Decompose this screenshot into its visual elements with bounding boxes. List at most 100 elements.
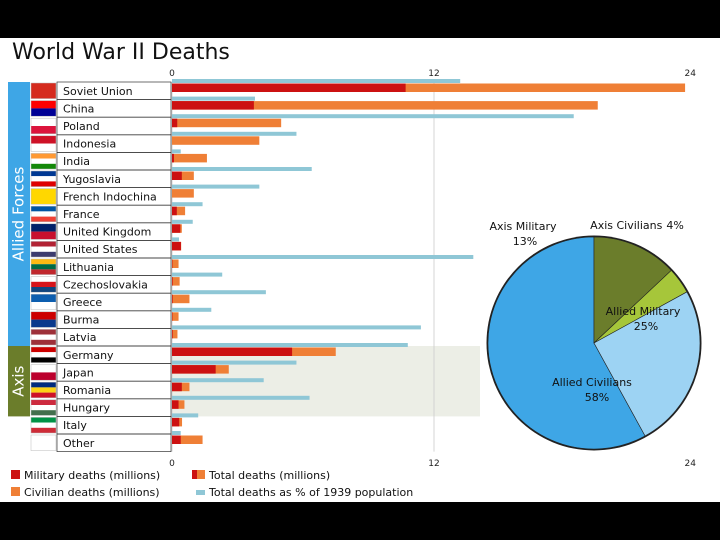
flag-icon: [30, 399, 57, 416]
group-label-0: Allied Forces: [10, 166, 28, 261]
flag-icon: [30, 293, 57, 311]
flag-stripe: [31, 294, 56, 302]
country-label: Hungary: [63, 402, 110, 415]
tick-label-top: 12: [428, 69, 439, 79]
country-label: India: [63, 155, 90, 168]
country-label: Germany: [63, 349, 114, 362]
bar-percent: [172, 184, 260, 189]
bars: [172, 79, 686, 444]
bar-total: [172, 171, 194, 180]
bar-military: [172, 224, 181, 233]
pie-label-value: 13%: [513, 235, 537, 248]
country-label: Greece: [63, 296, 102, 309]
flag-icon: [30, 381, 57, 399]
flag-stripe: [31, 231, 56, 240]
country-label: Japan: [62, 366, 94, 379]
flag-stripe: [31, 347, 56, 353]
pie-label-name: Axis Military: [489, 220, 557, 233]
country-label: Yugoslavia: [62, 173, 121, 186]
legend-label-civilian: Civilian deaths (millions): [24, 486, 160, 499]
flag-icon: [30, 364, 57, 381]
flag-icon: [30, 258, 57, 275]
bar-military: [172, 206, 177, 216]
flag-icon: [30, 205, 57, 223]
bar-military: [172, 400, 179, 409]
group-bands: Allied Forces Axis: [8, 82, 480, 417]
bar-percent: [172, 395, 310, 400]
flag-stripe: [31, 352, 56, 358]
bar-military: [172, 294, 173, 304]
bar-military: [172, 365, 216, 374]
flag-stripe: [31, 176, 56, 182]
legend: Military deaths (millions) Total deaths (…: [11, 469, 413, 499]
tick-label-top: 24: [685, 69, 697, 79]
bar-military: [172, 83, 406, 92]
bar-percent: [172, 413, 199, 418]
bar-total: [172, 277, 180, 286]
flag-stripe: [31, 417, 56, 423]
country-label: United States: [63, 243, 138, 256]
tick-label-bottom: 12: [428, 459, 439, 469]
flag-stripe: [31, 372, 56, 381]
pie-label-name: Allied Military: [606, 305, 681, 318]
flag-stripe: [31, 422, 56, 428]
flag-stripe: [31, 427, 56, 433]
bar-military: [172, 101, 254, 110]
bar-military: [172, 118, 178, 128]
flag-stripe: [31, 302, 56, 310]
country-label: United Kingdom: [63, 226, 151, 239]
group-band-1: [8, 346, 30, 417]
country-label: Czechoslovakia: [63, 278, 148, 291]
bar-percent: [172, 378, 264, 383]
bar-percent: [172, 167, 312, 171]
flag-stripe: [31, 329, 56, 335]
bar-percent: [172, 96, 255, 101]
bar-percent: [172, 79, 461, 83]
flag-stripe: [31, 163, 56, 169]
tick-label-bottom: 0: [169, 459, 175, 469]
bar-total: [172, 294, 190, 304]
country-label: Indonesia: [63, 138, 116, 151]
flag-stripe: [31, 357, 56, 363]
flag-icon: [30, 417, 57, 434]
country-label: Burma: [63, 314, 99, 327]
bar-military: [172, 329, 173, 339]
flag-icon: [30, 329, 57, 346]
flag-stripe: [31, 287, 56, 293]
legend-swatch-percent: [196, 490, 205, 495]
group-label-1: Axis: [10, 365, 28, 396]
flag-stripe: [31, 276, 56, 282]
bar-military: [172, 241, 181, 251]
country-label: Poland: [63, 120, 100, 133]
flag-icon: [30, 276, 57, 293]
flag-stripe: [31, 334, 56, 340]
legend-swatch-military: [11, 470, 20, 479]
legend-swatch-civilian: [11, 487, 20, 496]
flag-icon: [30, 434, 57, 451]
flag-icon: [30, 311, 57, 328]
bar-total: [172, 189, 194, 198]
flag-stripe: [31, 435, 56, 451]
bar-total: [172, 101, 598, 110]
bar-military: [172, 171, 182, 180]
country-labels: Soviet Union China Poland Indonesia India Yug…: [62, 85, 157, 450]
flag-icon: [30, 170, 57, 187]
flag-stripe: [31, 216, 56, 222]
flag-stripe: [31, 405, 56, 411]
flag-stripe: [31, 264, 56, 270]
flag-icon: [30, 100, 57, 117]
legend-swatch-total-military: [192, 470, 197, 479]
flag-icon: [30, 82, 57, 99]
flag-stripe: [31, 143, 56, 152]
flag-stripe: [31, 223, 56, 232]
country-label: Romania: [63, 384, 111, 397]
flag-stripe: [31, 246, 56, 252]
flag-icon: [30, 346, 57, 363]
bar-percent: [172, 219, 193, 224]
flag-icon: [30, 241, 57, 258]
group-band-0: [8, 82, 30, 346]
pie-slice: [593, 236, 672, 344]
flag-icon: [30, 223, 57, 240]
country-label: Latvia: [63, 331, 97, 344]
